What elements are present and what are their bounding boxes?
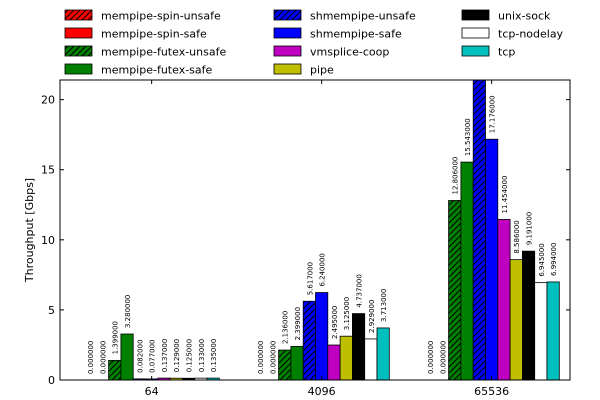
data-label-tcp-nodelay-65536: 6.945000 [538, 243, 546, 276]
data-label-vmsplice-coop-4096: 2.495000 [331, 306, 339, 339]
bar-hatch-mempipe-futex-unsafe-65536 [448, 200, 461, 380]
y-tick-label: 0 [48, 374, 55, 387]
legend-swatch-hatch-shmempipe-unsafe [274, 10, 301, 20]
y-tick-label: 10 [41, 234, 55, 247]
bar-unix-sock-65536 [522, 250, 536, 381]
bar-pipe-4096 [339, 335, 353, 381]
bar-series-group [108, 79, 560, 381]
legend-swatch-hatch-mempipe-spin-unsafe [65, 10, 92, 20]
data-label-mempipe-futex-safe-4096: 2.399000 [294, 307, 302, 340]
legend-label-unix-sock: unix-sock [498, 10, 551, 23]
legend-label-tcp: tcp [498, 46, 515, 59]
y-tick-label: 15 [41, 164, 55, 177]
bar-mempipe-futex-safe-64 [120, 333, 134, 381]
data-label-pipe-4096: 3.125000 [343, 297, 351, 330]
legend-swatch-hatch-mempipe-futex-unsafe [65, 46, 92, 56]
data-label-tcp-nodelay-4096: 2.929000 [368, 300, 376, 333]
x-axis: 64 4096 65536 [145, 80, 509, 398]
data-labels-group: 0.000000 0.000000 1.399000 3.280000 0.082000… [87, 95, 558, 374]
legend-swatch-unix-sock [461, 9, 490, 21]
bar-tcp-nodelay-65536 [534, 282, 548, 381]
legend-label-shmempipe-safe: shmempipe-safe [310, 28, 402, 41]
data-label-mempipe-futex-safe-64: 3.280000 [124, 295, 132, 328]
legend-label-tcp-nodelay: tcp-nodelay [498, 28, 564, 41]
data-label-mempipe-futex-unsafe-65536: 12.806000 [452, 157, 460, 195]
data-label-shmempipe-safe-4096: 6.240000 [319, 253, 327, 286]
bar-pipe-65536 [509, 259, 523, 381]
data-label-pipe-64: 0.129000 [173, 339, 181, 372]
data-label-unix-sock-4096: 4.737000 [356, 274, 364, 307]
bar-mempipe-futex-safe-4096 [290, 345, 304, 381]
bar-hatch-shmempipe-unsafe-4096 [303, 301, 316, 380]
y-tick-label: 20 [41, 94, 55, 107]
legend-label-mempipe-futex-unsafe: mempipe-futex-unsafe [101, 46, 226, 59]
data-label-vmsplice-coop-65536: 11.454000 [501, 176, 509, 214]
x-tick-label: 65536 [474, 385, 509, 398]
bar-vmsplice-coop-4096 [327, 344, 341, 381]
plot-frame [59, 79, 571, 381]
bar-mempipe-futex-safe-65536 [460, 161, 474, 381]
bar-vmsplice-coop-65536 [497, 219, 511, 381]
legend-label-mempipe-spin-safe: mempipe-spin-safe [101, 28, 207, 41]
x-tick-label: 4096 [308, 385, 336, 398]
legend-label-mempipe-futex-safe: mempipe-futex-safe [101, 64, 213, 77]
data-label-mempipe-futex-unsafe-64: 1.399000 [112, 321, 120, 354]
chart-legend: mempipe-spin-unsafe mempipe-spin-safe memp… [64, 9, 564, 77]
data-label-mempipe-spin-safe-65536: 0.000000 [439, 341, 447, 374]
data-label-tcp-65536: 6.994000 [550, 243, 558, 276]
data-label-tcp-64: 0.135000 [210, 339, 218, 372]
bar-shmempipe-safe-65536 [485, 138, 499, 381]
data-label-mempipe-spin-safe-4096: 0.000000 [269, 341, 277, 374]
legend-swatch-pipe [273, 63, 302, 75]
data-label-mempipe-futex-safe-65536: 15.543000 [464, 118, 472, 156]
data-label-mempipe-spin-unsafe-64: 0.000000 [87, 341, 95, 374]
y-axis-label: Throughput [Gbps] [23, 178, 36, 283]
data-label-shmempipe-unsafe-64: 0.082000 [136, 339, 144, 372]
bar-tcp-65536 [546, 281, 560, 381]
data-label-mempipe-spin-safe-64: 0.000000 [99, 341, 107, 374]
bar-tcp-nodelay-4096 [364, 338, 378, 381]
data-label-mempipe-spin-unsafe-4096: 0.000000 [257, 341, 265, 374]
bar-hatch-shmempipe-unsafe-64 [133, 378, 146, 380]
legend-swatch-mempipe-futex-safe [64, 63, 93, 75]
data-label-unix-sock-64: 0.125000 [186, 339, 194, 372]
bar-hatch-mempipe-futex-unsafe-64 [108, 360, 121, 380]
bar-hatch-mempipe-futex-unsafe-4096 [278, 350, 291, 380]
data-label-shmempipe-unsafe-4096: 5.617000 [306, 262, 314, 295]
data-label-mempipe-futex-unsafe-4096: 2.136000 [282, 311, 290, 344]
y-axis: 0 5 10 15 20 [41, 94, 570, 387]
data-label-tcp-4096: 3.713000 [380, 289, 388, 322]
legend-swatch-tcp-nodelay [461, 27, 490, 39]
data-label-mempipe-spin-unsafe-65536: 0.000000 [427, 341, 435, 374]
data-label-unix-sock-65536: 9.191000 [526, 212, 534, 245]
bar-hatch-shmempipe-unsafe-65536 [473, 80, 486, 380]
legend-label-pipe: pipe [310, 64, 334, 77]
data-label-pipe-65536: 8.586000 [513, 220, 521, 253]
legend-swatch-mempipe-spin-safe [64, 27, 93, 39]
data-label-vmsplice-coop-64: 0.137000 [161, 339, 169, 372]
data-label-shmempipe-safe-65536: 17.176000 [489, 95, 497, 133]
legend-swatch-vmsplice-coop [273, 45, 302, 57]
legend-swatch-tcp [461, 45, 490, 57]
bar-tcp-4096 [376, 327, 390, 381]
legend-label-shmempipe-unsafe: shmempipe-unsafe [310, 10, 416, 23]
x-tick-label: 64 [145, 385, 159, 398]
data-label-shmempipe-safe-64: 0.077000 [149, 340, 157, 373]
legend-label-mempipe-spin-unsafe: mempipe-spin-unsafe [101, 10, 221, 23]
legend-swatch-shmempipe-safe [273, 27, 302, 39]
bar-shmempipe-safe-4096 [315, 292, 329, 381]
bar-unix-sock-4096 [351, 313, 366, 381]
legend-label-vmsplice-coop: vmsplice-coop [310, 46, 389, 59]
data-label-tcp-nodelay-64: 0.133000 [198, 339, 206, 372]
y-tick-label: 5 [48, 304, 55, 317]
